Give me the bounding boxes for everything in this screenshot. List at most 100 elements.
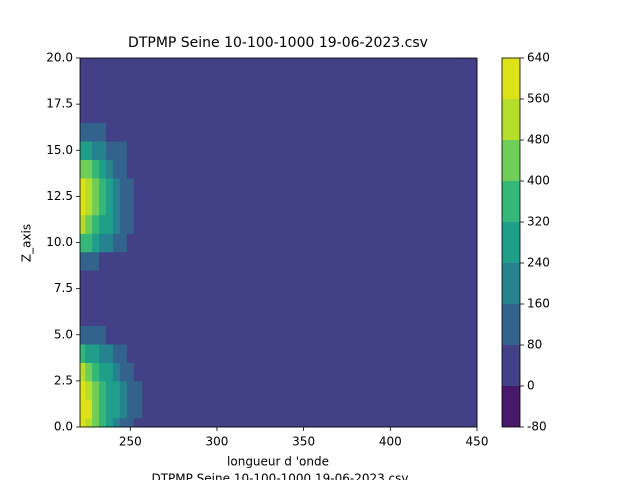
contour-cell xyxy=(92,380,100,400)
contour-cell xyxy=(119,214,128,234)
contour-cell xyxy=(112,399,121,419)
contour-cell xyxy=(433,104,478,124)
contour-cell xyxy=(133,362,143,382)
contour-cell xyxy=(133,325,143,345)
contour-cell xyxy=(85,399,93,419)
contour-cell xyxy=(142,85,183,105)
contour-cell xyxy=(85,67,93,87)
contour-cell xyxy=(99,288,107,308)
contour-cell xyxy=(80,362,86,382)
contour-cell xyxy=(126,362,135,382)
contour-cell xyxy=(133,141,143,160)
contour-cell xyxy=(133,122,143,142)
contour-cell xyxy=(182,58,261,68)
colorbar-band xyxy=(502,140,520,181)
contour-cell xyxy=(119,159,128,179)
contour-cell xyxy=(99,270,107,290)
contour-cell xyxy=(126,159,135,179)
colorbar-tick-label: -80 xyxy=(527,420,547,434)
contour-cell xyxy=(182,214,261,234)
contour-cell xyxy=(92,417,100,428)
contour-cell xyxy=(80,417,86,428)
contour-cell xyxy=(80,214,86,234)
contour-cell xyxy=(133,288,143,308)
contour-cell xyxy=(85,343,93,363)
contour-cell xyxy=(142,58,183,68)
contour-cell xyxy=(346,196,435,216)
contour-cell xyxy=(182,251,261,271)
y-tick-label: 7.5 xyxy=(54,281,73,295)
contour-cell xyxy=(346,233,435,253)
contour-cell xyxy=(126,288,135,308)
contour-cell xyxy=(99,399,107,419)
colorbar-tick-label: 0 xyxy=(527,379,535,393)
contour-cell xyxy=(119,307,128,327)
contour-cell xyxy=(182,104,261,124)
contour-cell xyxy=(126,67,135,87)
contour-cell xyxy=(106,58,114,68)
contour-cell xyxy=(142,104,183,124)
contour-cell xyxy=(126,196,135,216)
colorbar-tick-label: 400 xyxy=(527,174,550,188)
contour-cell xyxy=(112,251,121,271)
contour-cell xyxy=(112,233,121,253)
contour-cell xyxy=(92,251,100,271)
contour-cell xyxy=(92,343,100,363)
contour-cell xyxy=(119,196,128,216)
contour-cell xyxy=(119,233,128,253)
contour-cell xyxy=(80,399,86,419)
contour-cell xyxy=(433,141,478,160)
contour-cell xyxy=(85,325,93,345)
contour-cell xyxy=(433,122,478,142)
contour-cell xyxy=(182,122,261,142)
contour-cell xyxy=(85,58,93,68)
contour-cell xyxy=(80,159,86,179)
contour-cell xyxy=(112,362,121,382)
contour-cell xyxy=(112,288,121,308)
contour-cell xyxy=(346,343,435,363)
contour-cell xyxy=(142,307,183,327)
contour-cell xyxy=(433,159,478,179)
contour-cell xyxy=(92,58,100,68)
contour-cell xyxy=(142,159,183,179)
contour-cell xyxy=(142,251,183,271)
contour-cell xyxy=(433,362,478,382)
contour-cell xyxy=(346,214,435,234)
contour-cell xyxy=(142,177,183,197)
x-tick-label: 350 xyxy=(292,435,315,449)
contour-cell xyxy=(182,67,261,87)
contour-cell xyxy=(346,67,435,87)
contour-cell xyxy=(433,233,478,253)
contour-cell xyxy=(133,177,143,197)
colorbar-band xyxy=(502,58,520,99)
contour-cell xyxy=(260,399,348,419)
contour-cell xyxy=(119,380,128,400)
contour-cell xyxy=(85,417,93,428)
contour-cell xyxy=(433,380,478,400)
contour-cell xyxy=(92,233,100,253)
contour-cell xyxy=(346,362,435,382)
contour-cell xyxy=(106,122,114,142)
colorbar-tick-label: 80 xyxy=(527,338,542,352)
contour-cell xyxy=(85,251,93,271)
contour-cell xyxy=(106,214,114,234)
contour-cell xyxy=(99,307,107,327)
contour-cell xyxy=(126,214,135,234)
colorbar-band xyxy=(502,222,520,263)
contour-cell xyxy=(99,177,107,197)
contour-cell xyxy=(112,58,121,68)
x-tick-label: 300 xyxy=(206,435,229,449)
contour-cell xyxy=(112,122,121,142)
contour-cell xyxy=(99,380,107,400)
contour-cell xyxy=(99,122,107,142)
contour-cell xyxy=(99,196,107,216)
contour-cell xyxy=(80,177,86,197)
contour-cell xyxy=(182,233,261,253)
colorbar-band xyxy=(502,99,520,140)
contour-cell xyxy=(80,270,86,290)
contour-cell xyxy=(433,214,478,234)
contour-cell xyxy=(260,417,348,428)
contour-cell xyxy=(112,159,121,179)
contour-cell xyxy=(80,343,86,363)
contour-cell xyxy=(92,307,100,327)
